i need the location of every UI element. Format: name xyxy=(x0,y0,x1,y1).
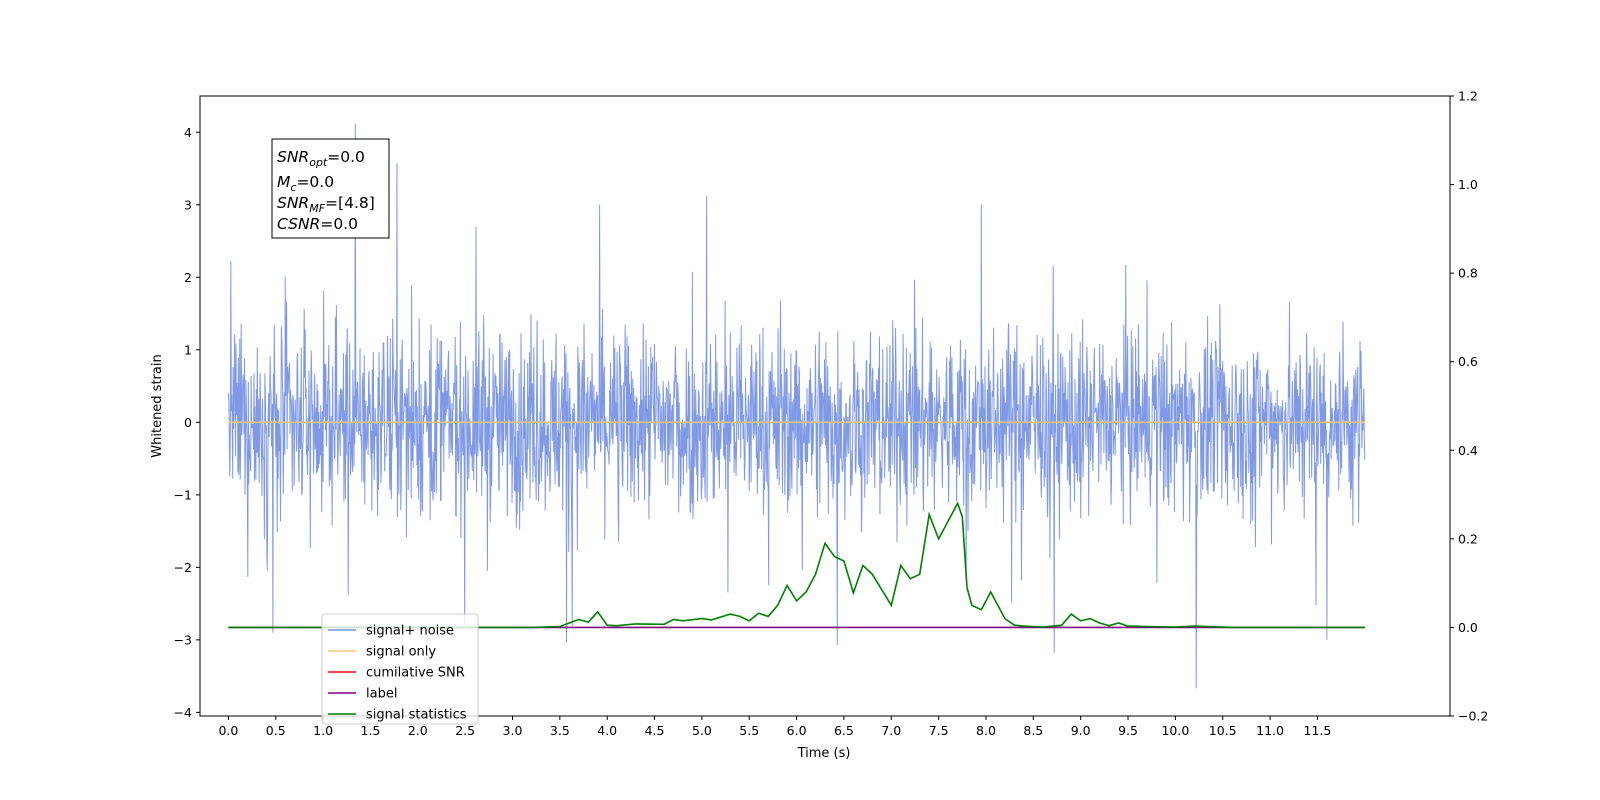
series-signal-noise-line xyxy=(227,123,1366,689)
legend-label-2: cumilative SNR xyxy=(366,666,465,681)
x-tick-label: 1.5 xyxy=(361,723,381,738)
legend-items: signal+ noise signal only cumilative SNR la… xyxy=(328,624,467,723)
y2-tick-label: 0.0 xyxy=(1458,620,1478,635)
legend-frame xyxy=(321,613,479,725)
stats-annotation-box: SNRopt=0.0 Mc=0.0 SNRMF=[4.8] CSNR=0.0 xyxy=(271,138,390,239)
x-tick-label: 7.5 xyxy=(929,723,949,738)
legend-label-0: signal+ noise xyxy=(366,624,454,639)
y-tick-label: 2 xyxy=(184,270,192,285)
annotation-csnr-value: =0.0 xyxy=(320,215,358,233)
legend: signal+ noise signal only cumilative SNR la… xyxy=(321,613,479,725)
x-tick-label: 9.5 xyxy=(1118,723,1138,738)
x-tick-label: 0.5 xyxy=(266,723,286,738)
y-axis-label: Whitened strain xyxy=(150,354,165,457)
x-axis-label: Time (s) xyxy=(797,746,851,761)
x-tick-label: 6.5 xyxy=(834,723,854,738)
y-tick-label: 0 xyxy=(184,415,192,430)
x-axis-ticks: 0.0 0.5 1.0 1.5 2.0 2.5 3.0 3.5 4.0 4.5 5.0 5.5 6.0 6… xyxy=(218,716,1331,738)
annotation-mc-value: =0.0 xyxy=(296,173,334,191)
x-tick-label: 9.0 xyxy=(1071,723,1091,738)
annotation-frame xyxy=(271,138,390,239)
y2-tick-label: 1.2 xyxy=(1458,89,1478,104)
y-tick-label: −3 xyxy=(174,632,192,647)
y2-tick-label: 0.4 xyxy=(1458,443,1478,458)
x-tick-label: 8.5 xyxy=(1023,723,1043,738)
x-tick-label: 0.0 xyxy=(218,723,238,738)
x-tick-label: 5.0 xyxy=(692,723,712,738)
legend-label-4: signal statistics xyxy=(366,708,467,723)
axes-frame xyxy=(199,95,1451,717)
x-tick-label: 8.0 xyxy=(976,723,996,738)
y-tick-label: 3 xyxy=(184,197,192,212)
x-tick-label: 1.0 xyxy=(313,723,333,738)
legend-label-1: signal only xyxy=(366,645,436,660)
annotation-mc-sub: c xyxy=(290,181,296,194)
y2-tick-label: 0.2 xyxy=(1458,531,1478,546)
annotation-csnr-base: CSNR xyxy=(277,215,320,233)
annotation-snr-opt-base: SNR xyxy=(277,148,309,166)
series-line-4 xyxy=(228,501,1365,629)
x-tick-label: 7.0 xyxy=(881,723,901,738)
annotation-snr-mf-sub: MF xyxy=(309,202,325,215)
x-tick-label: 11.0 xyxy=(1256,723,1284,738)
x-tick-label: 4.0 xyxy=(597,723,617,738)
annotation-snr-mf-base: SNR xyxy=(277,194,309,212)
y-tick-label: 1 xyxy=(184,342,192,357)
legend-label-3: label xyxy=(366,687,397,702)
x-tick-label: 3.0 xyxy=(503,723,523,738)
annotation-snr-mf-value: =[4.8] xyxy=(325,194,375,212)
x-tick-label: 2.0 xyxy=(408,723,428,738)
y-tick-label: −4 xyxy=(174,705,192,720)
x-tick-label: 4.5 xyxy=(645,723,665,738)
y-tick-label: −2 xyxy=(174,560,192,575)
annotation-mc-base: M xyxy=(277,173,290,191)
x-tick-label: 6.0 xyxy=(787,723,807,738)
y2-tick-label: 1.0 xyxy=(1458,177,1478,192)
x-tick-label: 10.0 xyxy=(1161,723,1189,738)
x-tick-label: 11.5 xyxy=(1304,723,1332,738)
x-tick-label: 3.5 xyxy=(550,723,570,738)
y2-tick-label: 0.6 xyxy=(1458,354,1478,369)
x-tick-label: 2.5 xyxy=(455,723,475,738)
annotation-snr-opt: SNRopt=0.0 xyxy=(277,148,365,169)
x-tick-label: 10.5 xyxy=(1209,723,1237,738)
y-tick-label: −1 xyxy=(174,487,192,502)
y2-tick-label: −0.2 xyxy=(1458,709,1488,724)
annotation-snr-mf: SNRMF=[4.8] xyxy=(277,194,375,215)
y-tick-label: 4 xyxy=(184,125,192,140)
x-tick-label: 5.5 xyxy=(739,723,759,738)
y2-tick-label: 0.8 xyxy=(1458,266,1478,281)
annotation-snr-opt-value: =0.0 xyxy=(327,148,365,166)
y-axis-ticks: −4 −3 −2 −1 0 1 2 3 4 xyxy=(174,125,200,720)
annotation-csnr: CSNR=0.0 xyxy=(277,215,358,233)
annotation-snr-opt-sub: opt xyxy=(309,156,328,169)
y2-axis-ticks: −0.2 0.0 0.2 0.4 0.6 0.8 1.0 1.2 xyxy=(1450,89,1488,724)
annotation-mc: Mc=0.0 xyxy=(277,173,334,194)
